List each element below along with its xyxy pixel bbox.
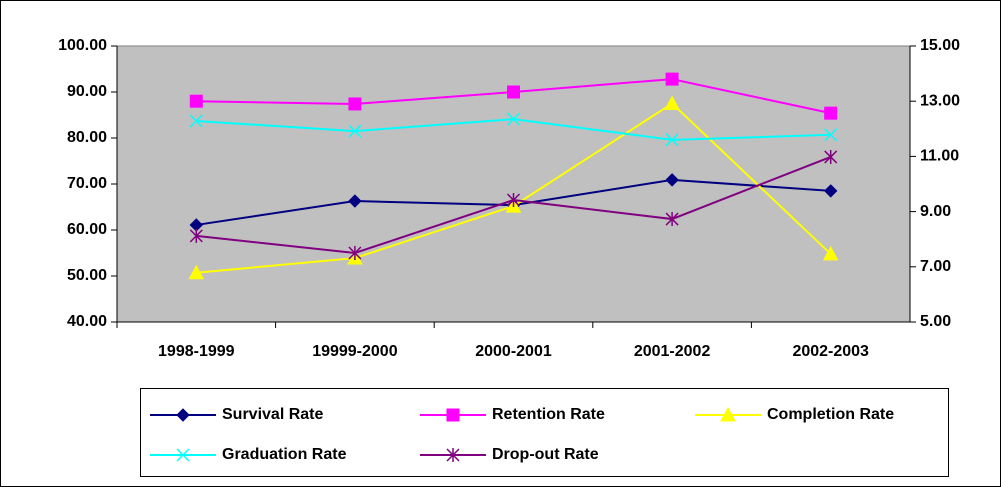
legend-label: Completion Rate — [767, 406, 894, 423]
y2-tick-label: 7.00 — [920, 258, 951, 275]
legend-label: Drop-out Rate — [492, 446, 599, 463]
y-tick-label: 60.00 — [67, 221, 107, 238]
y2-tick-label: 13.00 — [920, 92, 960, 109]
data-point — [824, 106, 838, 120]
y2-tick-label: 9.00 — [920, 203, 951, 220]
x-tick-label: 2000-2001 — [475, 343, 552, 360]
legend-marker — [720, 406, 736, 422]
x-tick-label: 2002-2003 — [792, 343, 869, 360]
data-point — [507, 85, 520, 99]
legend-marker — [446, 408, 460, 422]
data-point — [348, 194, 362, 208]
legend-label: Graduation Rate — [222, 446, 347, 463]
data-point — [188, 264, 205, 280]
y2-tick-label: 15.00 — [920, 37, 960, 54]
data-point — [348, 246, 362, 260]
data-point — [665, 133, 679, 147]
y-tick-label: 70.00 — [67, 175, 107, 192]
data-point — [664, 95, 680, 110]
data-point — [348, 97, 362, 111]
x-tick-label: 19999-2000 — [312, 343, 398, 360]
legend-label: Retention Rate — [492, 406, 605, 423]
data-point — [665, 72, 679, 86]
x-tick-label: 1998-1999 — [158, 343, 235, 360]
y2-tick-label: 5.00 — [920, 313, 951, 330]
data-point — [189, 228, 203, 243]
data-point — [506, 193, 521, 208]
data-point — [823, 184, 838, 198]
data-point — [506, 112, 521, 126]
data-point — [189, 94, 203, 108]
data-point — [824, 128, 838, 142]
y2-tick-label: 11.00 — [920, 148, 959, 165]
y-tick-label: 40.00 — [67, 313, 107, 330]
data-point — [348, 124, 362, 138]
legend-marker — [176, 448, 190, 462]
legend-label: Survival Rate — [222, 406, 323, 423]
data-point — [822, 245, 839, 261]
y-tick-label: 100.00 — [58, 37, 107, 54]
legend-marker — [176, 408, 190, 422]
data-point — [665, 212, 679, 227]
legend-marker — [446, 448, 460, 462]
y-tick-label: 90.00 — [67, 83, 107, 100]
legend-box — [140, 388, 949, 477]
data-point — [189, 114, 203, 128]
data-point — [824, 149, 838, 164]
data-point — [665, 173, 679, 187]
y-tick-label: 80.00 — [67, 129, 107, 146]
y-tick-label: 50.00 — [67, 267, 107, 284]
x-tick-label: 2001-2002 — [634, 343, 711, 360]
